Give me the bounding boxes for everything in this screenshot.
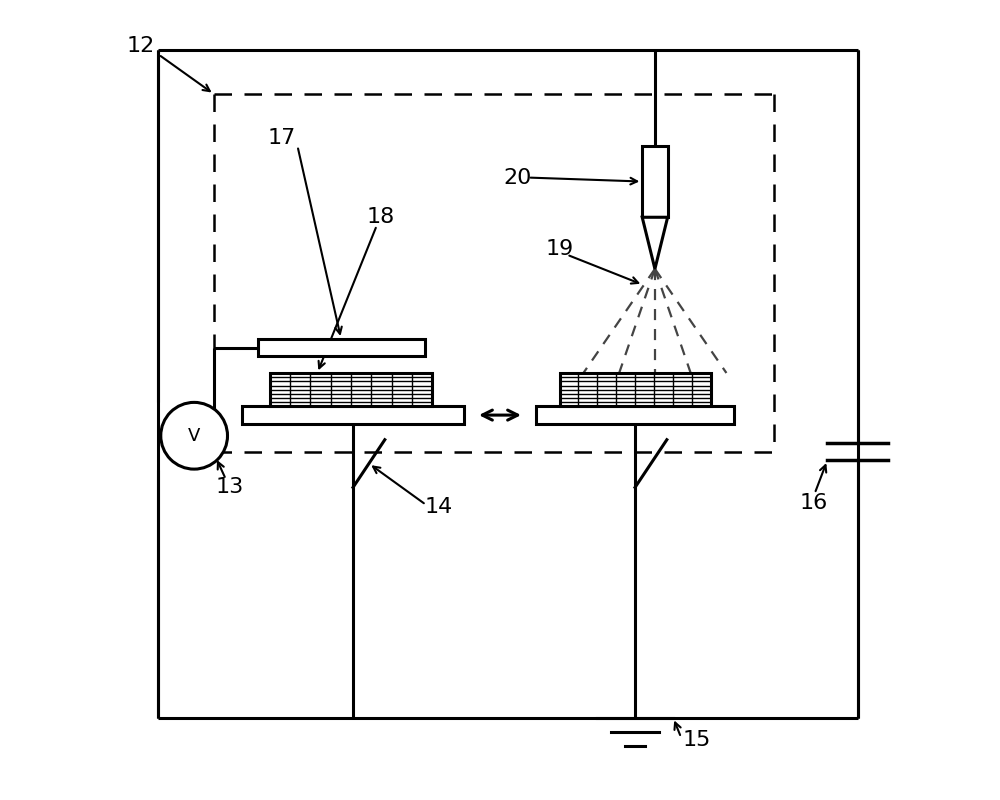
Text: 13: 13 <box>216 478 244 498</box>
Text: 19: 19 <box>545 239 574 259</box>
Text: 20: 20 <box>503 167 532 187</box>
Bar <box>242 406 464 424</box>
Text: 18: 18 <box>367 207 395 227</box>
Polygon shape <box>642 218 668 269</box>
Text: 16: 16 <box>800 494 828 514</box>
Text: V: V <box>188 426 200 445</box>
Circle shape <box>161 402 228 469</box>
Text: 14: 14 <box>425 498 453 518</box>
Bar <box>258 339 425 356</box>
Bar <box>270 373 432 406</box>
Text: 12: 12 <box>127 37 155 57</box>
Text: 15: 15 <box>683 730 711 750</box>
Bar <box>642 146 668 218</box>
Bar <box>560 373 711 406</box>
Bar <box>536 406 734 424</box>
Text: 17: 17 <box>267 128 296 148</box>
